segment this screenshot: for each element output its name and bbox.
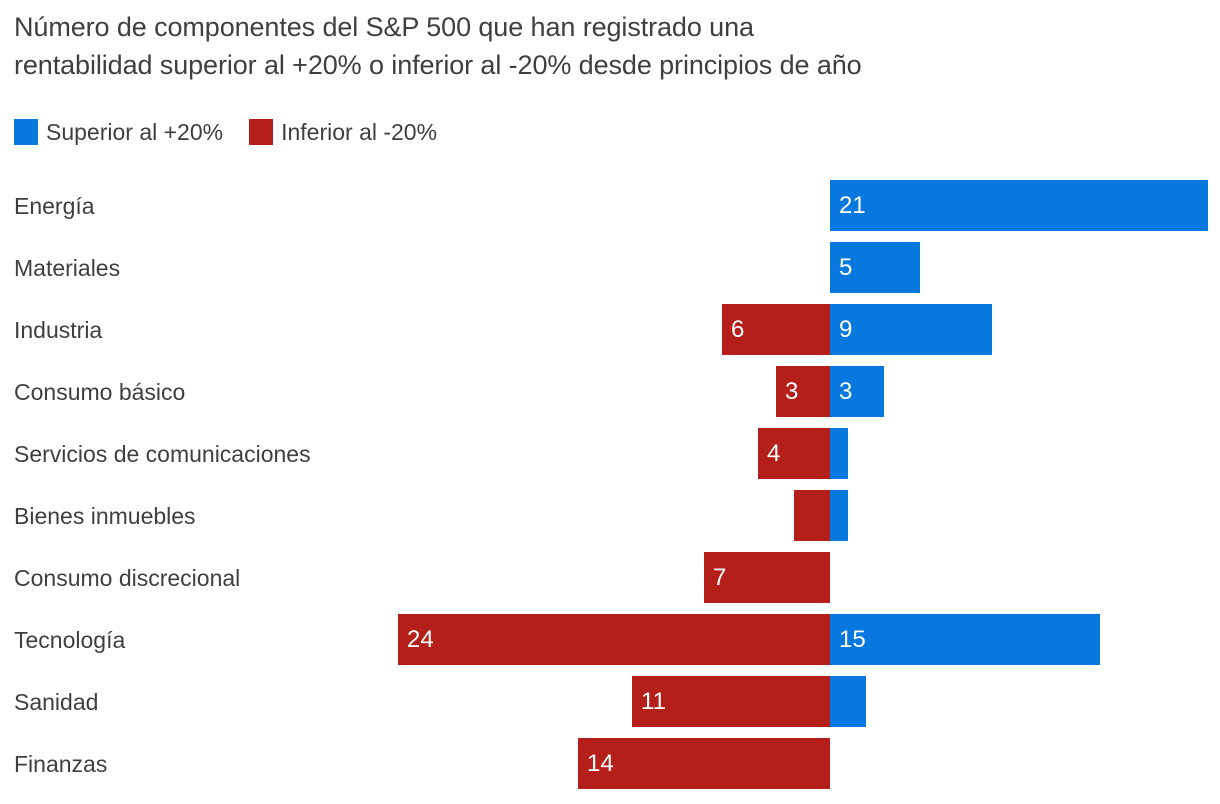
category-label-5: Bienes inmuebles <box>14 503 196 529</box>
chart-row: Bienes inmuebles <box>0 490 1220 541</box>
category-label-9: Finanzas <box>14 751 108 777</box>
bar-negative-value-3: 3 <box>785 377 799 405</box>
legend-item-label: Inferior al -20% <box>281 119 438 145</box>
bar-negative-6[interactable]: 7 <box>704 552 830 603</box>
category-label-6: Consumo discrecional <box>14 565 241 591</box>
chart-legend: Superior al +20% Inferior al -20% <box>14 119 437 145</box>
legend-item-0[interactable]: Superior al +20% <box>14 119 223 145</box>
chart-row: Tecnología 24 15 <box>0 614 1220 665</box>
bar-negative-9[interactable]: 14 <box>578 738 830 789</box>
legend-swatch-positive-icon <box>14 119 38 145</box>
category-label-4: Servicios de comunicaciones <box>14 441 311 467</box>
bar-negative-value-9: 14 <box>587 749 614 777</box>
legend-item-label: Superior al +20% <box>46 119 224 145</box>
category-label-1: Materiales <box>14 255 121 281</box>
bar-negative-7[interactable]: 24 <box>398 614 830 665</box>
legend-swatch-negative-icon <box>249 119 274 145</box>
bar-negative-5[interactable] <box>794 490 830 541</box>
chart-row: Sanidad 11 <box>0 676 1220 727</box>
chart-row: Servicios de comunicaciones 4 <box>0 428 1220 479</box>
bar-negative-2[interactable]: 6 <box>722 304 830 355</box>
chart-row: Consumo básico 3 3 <box>0 366 1220 417</box>
category-label-0: Energía <box>14 193 95 219</box>
bar-positive-5[interactable] <box>830 490 848 541</box>
category-label-8: Sanidad <box>14 689 99 715</box>
chart-row: Consumo discrecional 7 <box>0 552 1220 603</box>
bar-negative-3[interactable]: 3 <box>776 366 830 417</box>
bar-negative-8[interactable]: 11 <box>632 676 830 727</box>
bar-positive-3[interactable]: 3 <box>830 366 884 417</box>
bar-positive-value-3: 3 <box>839 377 853 405</box>
chart-title-line-1: Número de componentes del S&P 500 que ha… <box>14 12 754 42</box>
bar-positive-4[interactable] <box>830 428 848 479</box>
chart-row: Materiales 5 <box>0 242 1220 293</box>
chart-row: Industria 6 9 <box>0 304 1220 355</box>
chart-title-line-2: rentabilidad superior al +20% o inferior… <box>14 50 862 80</box>
bar-positive-7[interactable]: 15 <box>830 614 1100 665</box>
bar-positive-2[interactable]: 9 <box>830 304 992 355</box>
bar-positive-value-7: 15 <box>839 625 866 653</box>
bar-positive-value-1: 5 <box>839 253 853 281</box>
bar-positive-value-0: 21 <box>839 191 866 219</box>
bar-positive-1[interactable]: 5 <box>830 242 920 293</box>
bar-positive-value-2: 9 <box>839 315 853 343</box>
bar-positive-0[interactable]: 21 <box>830 180 1208 231</box>
chart-title: Número de componentes del S&P 500 que ha… <box>14 8 1214 84</box>
bar-negative-4[interactable]: 4 <box>758 428 830 479</box>
category-label-2: Industria <box>14 317 103 343</box>
bar-negative-value-8: 11 <box>641 687 666 715</box>
category-label-7: Tecnología <box>14 627 126 653</box>
bar-positive-8[interactable] <box>830 676 866 727</box>
bar-negative-value-7: 24 <box>407 625 434 653</box>
bar-negative-value-2: 6 <box>731 315 745 343</box>
chart-row: Finanzas 14 <box>0 738 1220 789</box>
chart-row: Energía 21 <box>0 180 1220 231</box>
bar-negative-value-6: 7 <box>713 563 727 591</box>
bar-negative-value-4: 4 <box>767 439 781 467</box>
legend-item-1[interactable]: Inferior al -20% <box>249 119 437 145</box>
category-label-3: Consumo básico <box>14 379 186 405</box>
